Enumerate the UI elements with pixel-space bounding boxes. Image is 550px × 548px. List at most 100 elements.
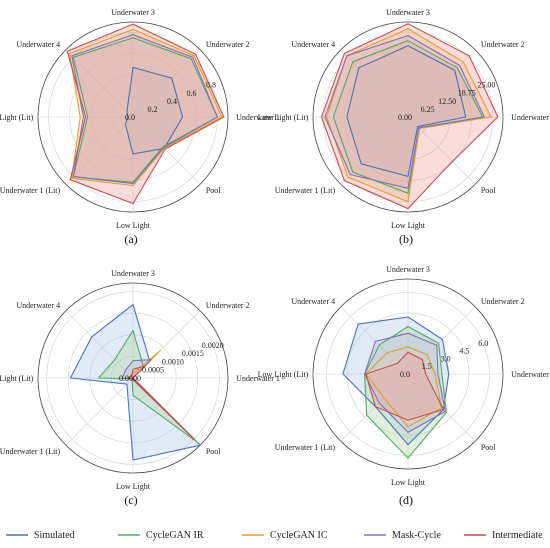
- axis-label-low-light-lit-: Low Light (Lit): [0, 113, 34, 122]
- axis-label-pool: Pool: [206, 447, 221, 456]
- radial-tick-label: 18.75: [458, 89, 476, 98]
- axis-label-low-light: Low Light: [391, 478, 426, 487]
- axis-label-underwater-4: Underwater 4: [291, 40, 335, 49]
- axis-label-underwater-1-lit-: Underwater 1 (Lit): [0, 186, 61, 195]
- radial-tick-label: 0.8: [206, 81, 216, 90]
- axis-label-underwater-1: Underwater 1: [236, 374, 280, 383]
- axis-label-underwater-4: Underwater 4: [291, 297, 335, 306]
- radial-tick-label: 4.5: [459, 347, 469, 356]
- series-line-mask-cycle: [71, 34, 218, 185]
- series-area-cyclegan-ir: [73, 37, 218, 183]
- grid-spoke: [132, 49, 201, 118]
- series-area-cyclegan-ir: [98, 330, 198, 443]
- series-line-simulated: [124, 66, 184, 155]
- series-line-intermediate: [365, 351, 445, 421]
- axis-label-underwater-1-lit-: Underwater 1 (Lit): [0, 447, 61, 456]
- axis-label-underwater-3: Underwater 3: [111, 269, 155, 278]
- series-area-mask-cycle: [364, 333, 446, 433]
- grid-spoke: [340, 373, 409, 442]
- grid-spoke: [65, 116, 134, 185]
- series-area-simulated: [342, 317, 449, 445]
- series-line-cyclegan-ic: [69, 28, 223, 187]
- axis-label-pool: Pool: [206, 186, 221, 195]
- axis-label-low-light: Low Light: [116, 221, 151, 230]
- radial-tick-label: 3.0: [441, 354, 451, 363]
- series-line-intermediate: [320, 23, 499, 210]
- series-area-simulated: [346, 45, 466, 177]
- axis-label-underwater-2: Underwater 2: [481, 40, 525, 49]
- legend-label-cyclegan-ic: CycleGAN IC: [270, 530, 328, 541]
- series-line-mask-cycle: [364, 332, 446, 433]
- series-line-simulated: [346, 45, 467, 177]
- radial-tick-label: 0.6: [187, 89, 197, 98]
- grid-spoke: [65, 310, 134, 379]
- series-area-cyclegan-ir: [333, 40, 483, 194]
- legend-label-cyclegan-ir: CycleGAN IR: [146, 530, 204, 541]
- legend-label-mask-cycle: Mask-Cycle: [392, 530, 441, 541]
- radial-tick-label: 0.2: [148, 105, 158, 114]
- panel-label: (d): [399, 493, 413, 507]
- radial-tick-label: 6.0: [478, 339, 488, 348]
- series-line-cyclegan-ir: [97, 329, 198, 443]
- series-area-cyclegan-ic: [69, 29, 222, 186]
- axis-label-underwater-4: Underwater 4: [16, 40, 60, 49]
- grid-spoke: [65, 49, 134, 118]
- axis-label-low-light-lit-: Low Light (Lit): [0, 374, 34, 383]
- axis-label-underwater-3: Underwater 3: [386, 265, 430, 274]
- radial-tick-label: 25.00: [477, 81, 495, 90]
- radial-tick-label: 0.0015: [182, 349, 204, 358]
- axis-label-underwater-1: Underwater 1: [511, 370, 550, 379]
- series-line-intermediate: [66, 23, 225, 205]
- radial-tick-label: 0.0005: [142, 366, 164, 375]
- series-area-mask-cycle: [324, 35, 485, 189]
- grid-spoke: [340, 306, 409, 375]
- axis-label-underwater-1: Underwater 1: [511, 113, 550, 122]
- radial-tick-label: 0.0020: [202, 341, 224, 350]
- series-line-cyclegan-ic: [326, 28, 492, 203]
- axis-label-underwater-4: Underwater 4: [16, 301, 60, 310]
- grid-spoke: [407, 49, 476, 118]
- radial-tick-label: 0.00: [398, 113, 412, 122]
- series-line-simulated: [69, 304, 201, 461]
- series-area-intermediate: [128, 365, 195, 440]
- grid-spoke: [407, 306, 476, 375]
- axis-label-low-light-lit-: Low Light (Lit): [258, 370, 309, 379]
- axis-label-low-light: Low Light: [116, 482, 151, 491]
- grid-spoke: [65, 377, 134, 446]
- series-line-intermediate: [128, 365, 195, 440]
- axis-label-underwater-2: Underwater 2: [481, 297, 525, 306]
- series-area-mask-cycle: [71, 34, 218, 184]
- grid-spoke: [132, 116, 201, 185]
- radial-tick-label: 12.50: [438, 97, 456, 106]
- axis-label-underwater-2: Underwater 2: [206, 40, 250, 49]
- grid-spoke: [340, 49, 409, 118]
- panel-label: (a): [124, 232, 137, 246]
- axis-label-low-light-lit-: Low Light (Lit): [258, 113, 309, 122]
- series-area-cyclegan-ic: [365, 346, 442, 427]
- axis-label-underwater-1-lit-: Underwater 1 (Lit): [275, 186, 336, 195]
- radial-tick-label: 0.0: [125, 113, 135, 122]
- series-area-mask-cycle: [122, 359, 195, 440]
- radial-tick-label: 6.25: [421, 105, 435, 114]
- series-area-cyclegan-ir: [364, 326, 447, 459]
- axis-label-underwater-2: Underwater 2: [206, 301, 250, 310]
- series-area-simulated: [125, 67, 183, 154]
- axis-label-pool: Pool: [481, 186, 496, 195]
- radial-tick-label: 0.0000: [119, 374, 141, 383]
- axis-label-underwater-3: Underwater 3: [111, 8, 155, 17]
- radial-tick-label: 0.0010: [162, 357, 184, 366]
- radial-tick-label: 0.4: [167, 97, 177, 106]
- series-line-simulated: [342, 316, 450, 446]
- grid-spoke: [340, 116, 409, 185]
- panel-label: (c): [124, 493, 137, 507]
- radial-tick-label: 1.5: [422, 362, 432, 371]
- series-area-intermediate: [67, 24, 224, 204]
- series-line-mask-cycle: [324, 35, 485, 189]
- axis-label-pool: Pool: [481, 443, 496, 452]
- legend-label-intermediate: Intermediate: [492, 530, 543, 541]
- axis-label-underwater-3: Underwater 3: [386, 8, 430, 17]
- panel-label: (b): [399, 232, 413, 246]
- radial-tick-label: 0.0: [400, 370, 410, 379]
- series-line-cyclegan-ir: [72, 37, 218, 183]
